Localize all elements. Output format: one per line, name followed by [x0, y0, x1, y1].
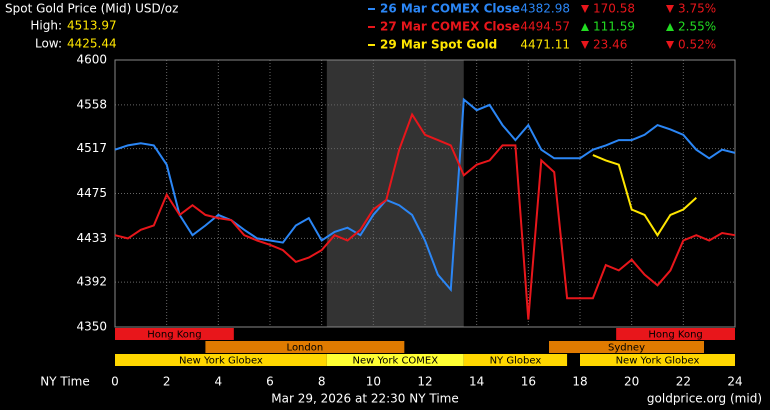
- session-bar: [115, 328, 234, 340]
- change: 170.58: [593, 2, 635, 16]
- last-value: 4382.98: [520, 2, 570, 16]
- plot-border: [114, 59, 736, 328]
- session-bar: [115, 354, 327, 366]
- session-bar: [205, 341, 405, 353]
- low-value: 4425.44: [67, 37, 117, 51]
- x-tick-label: 8: [318, 375, 326, 389]
- arrow-up: [666, 23, 674, 31]
- arrow-down: [581, 41, 589, 49]
- series-line: [114, 112, 736, 320]
- x-tick-label: 16: [521, 375, 536, 389]
- y-tick-label: 4350: [76, 320, 107, 334]
- x-tick-label: 4: [215, 375, 223, 389]
- series-line: [592, 154, 697, 238]
- session-label: New York Globex: [179, 356, 263, 367]
- x-tick-label: 18: [572, 375, 587, 389]
- session-label: New York Globex: [616, 356, 700, 367]
- legend-label: 29 Mar Spot Gold: [380, 38, 497, 52]
- y-tick-label: 4392: [76, 275, 107, 289]
- legend-label: 26 Mar COMEX Close: [380, 2, 520, 16]
- y-tick-label: 4558: [76, 97, 107, 111]
- y-tick-label: 4517: [76, 141, 107, 155]
- arrow-down: [581, 5, 589, 13]
- session-label: Sydney: [608, 343, 645, 354]
- x-tick-label: 12: [417, 375, 432, 389]
- x-tick-label: 2: [163, 375, 171, 389]
- y-tick-label: 4475: [76, 186, 107, 200]
- arrow-down: [666, 41, 674, 49]
- shaded-region: [326, 60, 464, 327]
- arrow-down: [666, 5, 674, 13]
- session-bar: [580, 354, 735, 366]
- source: goldprice.org (mid): [647, 392, 762, 406]
- session-label: London: [287, 343, 324, 354]
- x-tick-label: 24: [727, 375, 742, 389]
- change-pct: 2.55%: [678, 20, 716, 34]
- high-value: 4513.97: [67, 19, 117, 33]
- chart-title: Spot Gold Price (Mid) USD/oz: [5, 2, 178, 16]
- arrow-up: [581, 23, 589, 31]
- session-label: New York COMEX: [352, 356, 438, 367]
- legend-label: 27 Mar COMEX Close: [380, 20, 520, 34]
- date-text: Mar 29, 2026 at 22:30 NY Time: [271, 392, 458, 406]
- change-pct: 0.52%: [678, 38, 716, 52]
- last-value: 4471.11: [520, 38, 570, 52]
- session-label: Hong Kong: [147, 330, 201, 341]
- session-bar: [616, 328, 735, 340]
- high-label: High:: [30, 19, 62, 33]
- low-label: Low:: [35, 37, 62, 51]
- x-tick-label: 22: [676, 375, 691, 389]
- change: 23.46: [593, 38, 627, 52]
- change-pct: 3.75%: [678, 2, 716, 16]
- change: 111.59: [593, 20, 635, 34]
- x-tick-label: 10: [366, 375, 381, 389]
- x-axis-label: NY Time: [40, 375, 90, 389]
- session-bar: [463, 354, 568, 366]
- session-bar: [549, 341, 704, 353]
- session-label: NY Globex: [490, 356, 542, 367]
- x-tick-label: 20: [624, 375, 639, 389]
- session-label: Hong Kong: [648, 330, 702, 341]
- x-tick-label: 0: [111, 375, 119, 389]
- y-tick-label: 4433: [76, 231, 107, 245]
- series-line: [114, 97, 736, 293]
- last-value: 4494.57: [520, 20, 570, 34]
- session-bar: [326, 354, 464, 366]
- x-tick-label: 6: [266, 375, 274, 389]
- y-tick-label: 4600: [76, 53, 107, 67]
- x-tick-label: 14: [469, 375, 484, 389]
